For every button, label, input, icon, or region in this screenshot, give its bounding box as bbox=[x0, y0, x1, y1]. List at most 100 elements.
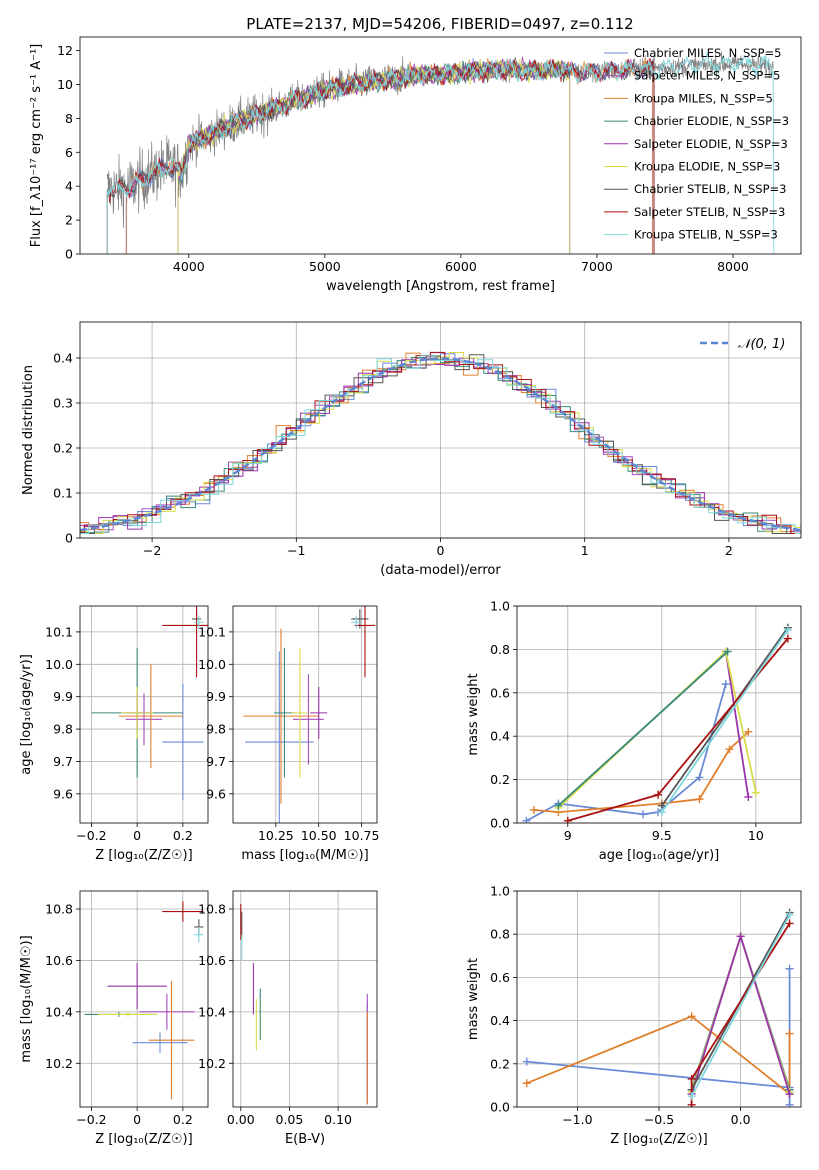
y-axis-label: age [log₁₀(age/yr)] bbox=[19, 654, 34, 775]
weight-point-chabrier-miles bbox=[721, 680, 730, 689]
weight-point-kroupa-elodie bbox=[751, 788, 760, 797]
weight-line-salpeter-stelib bbox=[567, 637, 789, 822]
x-axis-label: Z [log₁₀(Z/Z☉)] bbox=[95, 848, 192, 863]
x-axis-label: Z [log₁₀(Z/Z☉)] bbox=[95, 1132, 192, 1147]
model-salpeter-elodie bbox=[177, 56, 571, 254]
histogram-kroupa-elodie bbox=[80, 352, 801, 534]
x-axis-label: (data-model)/error bbox=[380, 563, 501, 578]
x-tick-label: 2 bbox=[725, 543, 733, 558]
y-tick-label: 0 bbox=[65, 531, 73, 546]
spectrum-plot-area bbox=[106, 49, 775, 254]
model-salpeter-stelib bbox=[106, 58, 655, 254]
weight-point-kroupa-miles bbox=[695, 795, 704, 804]
x-tick-label: 0.2 bbox=[173, 828, 193, 843]
weight-point-chabrier-elodie bbox=[723, 647, 732, 656]
weight-point-kroupa-miles bbox=[529, 805, 538, 814]
legend-label: Kroupa MILES, N_SSP=5 bbox=[634, 91, 773, 105]
y-tick-label: 0.3 bbox=[53, 396, 73, 411]
legend-label: Kroupa ELODIE, N_SSP=3 bbox=[634, 160, 780, 174]
x-tick-label: 0 bbox=[437, 543, 445, 558]
x-tick-label: 0 bbox=[133, 1112, 141, 1127]
x-tick-label: 0.05 bbox=[276, 1112, 304, 1127]
x-tick-label: −1.0 bbox=[562, 1112, 592, 1127]
model-chabrier-stelib bbox=[106, 56, 655, 254]
y-tick-label: 10.8 bbox=[198, 902, 226, 917]
y-tick-label: 0.8 bbox=[490, 927, 510, 942]
x-tick-label: −1 bbox=[287, 543, 305, 558]
x-tick-label: 9 bbox=[564, 828, 572, 843]
weight-point-kroupa-miles bbox=[744, 727, 753, 736]
legend-label: Salpeter MILES, N_SSP=5 bbox=[634, 69, 780, 83]
histogram-salpeter-stelib bbox=[80, 351, 801, 534]
y-tick-label: 9.9 bbox=[53, 689, 73, 704]
x-tick-label: 10 bbox=[748, 828, 764, 843]
weight-point-kroupa-miles bbox=[522, 1079, 531, 1088]
y-tick-label: 10.6 bbox=[45, 953, 73, 968]
weight-point-kroupa-stelib bbox=[657, 808, 666, 817]
mass_vs_Z-axes: −0.2 0 0.2 10.2 10.4 10.6 10.8 Z [log₁₀(Z/Z☉)] m… bbox=[19, 891, 208, 1147]
y-tick-label: 0.4 bbox=[490, 729, 510, 744]
x-axis-label: wavelength [Angstrom, rest frame] bbox=[326, 279, 555, 294]
y-tick-label: 0.6 bbox=[490, 970, 510, 985]
histogram-salpeter-elodie bbox=[80, 357, 801, 533]
y-tick-label: 0.4 bbox=[490, 1013, 510, 1028]
spectrum-legend: Chabrier MILES, N_SSP=5 Salpeter MILES, N… bbox=[604, 46, 789, 242]
y-axis-label: Normed distribution bbox=[21, 365, 36, 495]
axes-frame bbox=[516, 890, 802, 1108]
axes-frame bbox=[516, 605, 802, 824]
x-tick-label: 10.50 bbox=[301, 828, 337, 843]
axes-frame bbox=[79, 321, 802, 539]
weight-point-chabrier-miles bbox=[785, 964, 794, 973]
weight-point-chabrier-elodie bbox=[554, 801, 563, 810]
model-salpeter-miles bbox=[125, 58, 654, 254]
y-tick-label: 9.8 bbox=[53, 722, 73, 737]
weight-point-salpeter-stelib bbox=[785, 919, 794, 928]
y-tick-label: 10.2 bbox=[198, 1056, 226, 1071]
x-tick-label: 0 bbox=[133, 828, 141, 843]
y-axis-label: mass weight bbox=[466, 958, 481, 1040]
y-tick-label: 1.0 bbox=[490, 599, 510, 614]
weight-point-chabrier-miles bbox=[695, 773, 704, 782]
y-tick-label: 0.2 bbox=[490, 1056, 510, 1071]
histogram-kroupa-miles bbox=[80, 352, 801, 534]
axes-frame bbox=[79, 605, 209, 824]
y-tick-label: 9.7 bbox=[206, 754, 226, 769]
y-tick-label: 0.2 bbox=[490, 772, 510, 787]
y-tick-label: 0.8 bbox=[490, 642, 510, 657]
histogram-kroupa-stelib bbox=[80, 354, 801, 534]
y-tick-label: 0.0 bbox=[490, 816, 510, 831]
y-tick-label: 10.0 bbox=[198, 657, 226, 672]
weight-point-salpeter-stelib bbox=[783, 634, 792, 643]
y-tick-label: 9.6 bbox=[206, 786, 226, 801]
x-axis-label: mass [log₁₀(M/M☉)] bbox=[241, 848, 368, 863]
y-tick-label: 10.1 bbox=[45, 624, 73, 639]
weight-point-chabrier-miles bbox=[785, 1100, 794, 1107]
x-tick-label: 1 bbox=[581, 543, 589, 558]
y-tick-label: 0.1 bbox=[53, 486, 73, 501]
y-tick-label: 10.0 bbox=[45, 657, 73, 672]
residual_hist-plot-area bbox=[80, 351, 801, 534]
y-tick-label: 0 bbox=[65, 247, 73, 262]
y-tick-label: 0.2 bbox=[53, 441, 73, 456]
weight-point-salpeter-stelib bbox=[687, 1100, 696, 1107]
y-tick-label: 12 bbox=[57, 43, 73, 58]
x-tick-label: 0.0 bbox=[731, 1112, 751, 1127]
x-tick-label: 8000 bbox=[717, 259, 749, 274]
weight-point-kroupa-miles bbox=[687, 1012, 696, 1021]
weight-point-kroupa-stelib bbox=[687, 1092, 696, 1101]
weight-line-chabrier-elodie bbox=[557, 650, 729, 807]
axes-frame bbox=[232, 890, 378, 1108]
x-tick-label: −0.2 bbox=[76, 1112, 106, 1127]
y-axis-label: mass weight bbox=[466, 673, 481, 755]
age_vs_Z-plot-area bbox=[91, 606, 208, 801]
y-tick-label: 0.6 bbox=[490, 685, 510, 700]
weight-point-salpeter-stelib bbox=[563, 816, 572, 823]
y-tick-label: 8 bbox=[65, 111, 73, 126]
figure-title: PLATE=2137, MJD=54206, FIBERID=0497, z=0… bbox=[246, 15, 633, 33]
x-tick-label: 7000 bbox=[581, 259, 613, 274]
y-tick-label: 9.6 bbox=[53, 786, 73, 801]
weight-point-chabrier-miles bbox=[522, 1057, 531, 1066]
x-axis-label: age [log₁₀(age/yr)] bbox=[599, 848, 720, 863]
legend-label: Chabrier ELODIE, N_SSP=3 bbox=[634, 114, 789, 128]
